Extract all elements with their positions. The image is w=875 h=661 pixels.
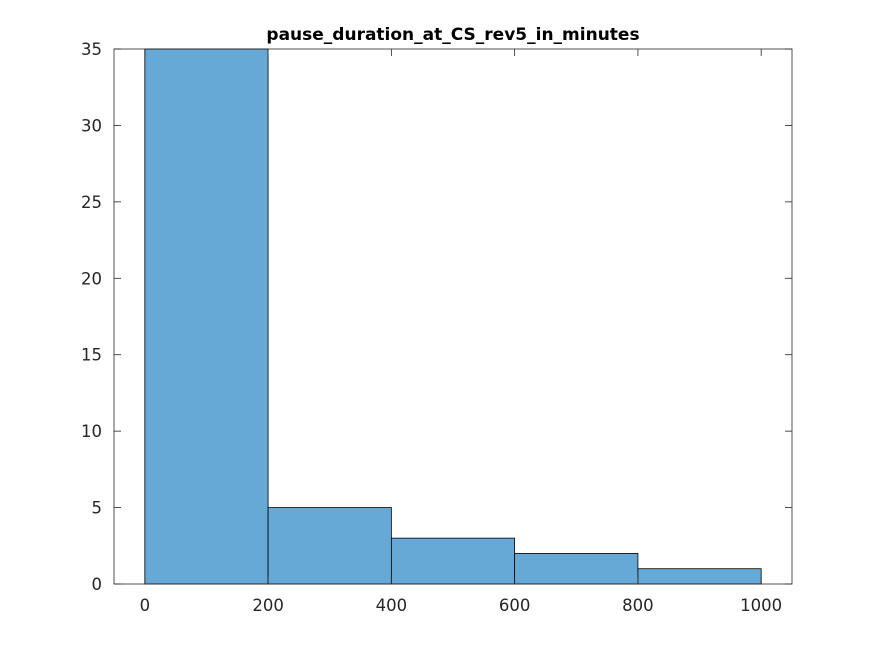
x-tick-label-4: 800 xyxy=(622,596,654,615)
x-tick-label-2: 400 xyxy=(376,596,408,615)
x-tick-label-3: 600 xyxy=(499,596,531,615)
y-tick-label-7: 35 xyxy=(81,40,102,59)
y-tick-label-2: 10 xyxy=(81,422,102,441)
histogram-bar-1 xyxy=(267,507,392,585)
chart-title: pause_duration_at_CS_rev5_in_minutes xyxy=(266,25,639,45)
y-tick-label-3: 15 xyxy=(81,346,102,365)
x-tick-label-5: 1000 xyxy=(740,596,782,615)
x-tick-label-0: 0 xyxy=(140,596,151,615)
histogram-bar-0 xyxy=(144,48,269,585)
bars-layer xyxy=(144,48,762,585)
x-tick-label-1: 200 xyxy=(252,596,284,615)
y-tick-label-4: 20 xyxy=(81,269,102,288)
plot-frame xyxy=(113,48,793,585)
axes-layer xyxy=(113,48,793,585)
histogram-bar-3 xyxy=(514,553,639,585)
y-tick-label-5: 25 xyxy=(81,193,102,212)
histogram-bar-2 xyxy=(390,537,516,585)
y-tick-label-1: 5 xyxy=(92,499,103,518)
histogram-bar-4 xyxy=(637,568,762,585)
ticks-layer: 0 200 400 600 800 1000 0 5 10 15 20 25 30 35 xyxy=(81,40,792,615)
y-tick-label-0: 0 xyxy=(92,575,103,594)
y-tick-label-6: 30 xyxy=(81,116,102,135)
